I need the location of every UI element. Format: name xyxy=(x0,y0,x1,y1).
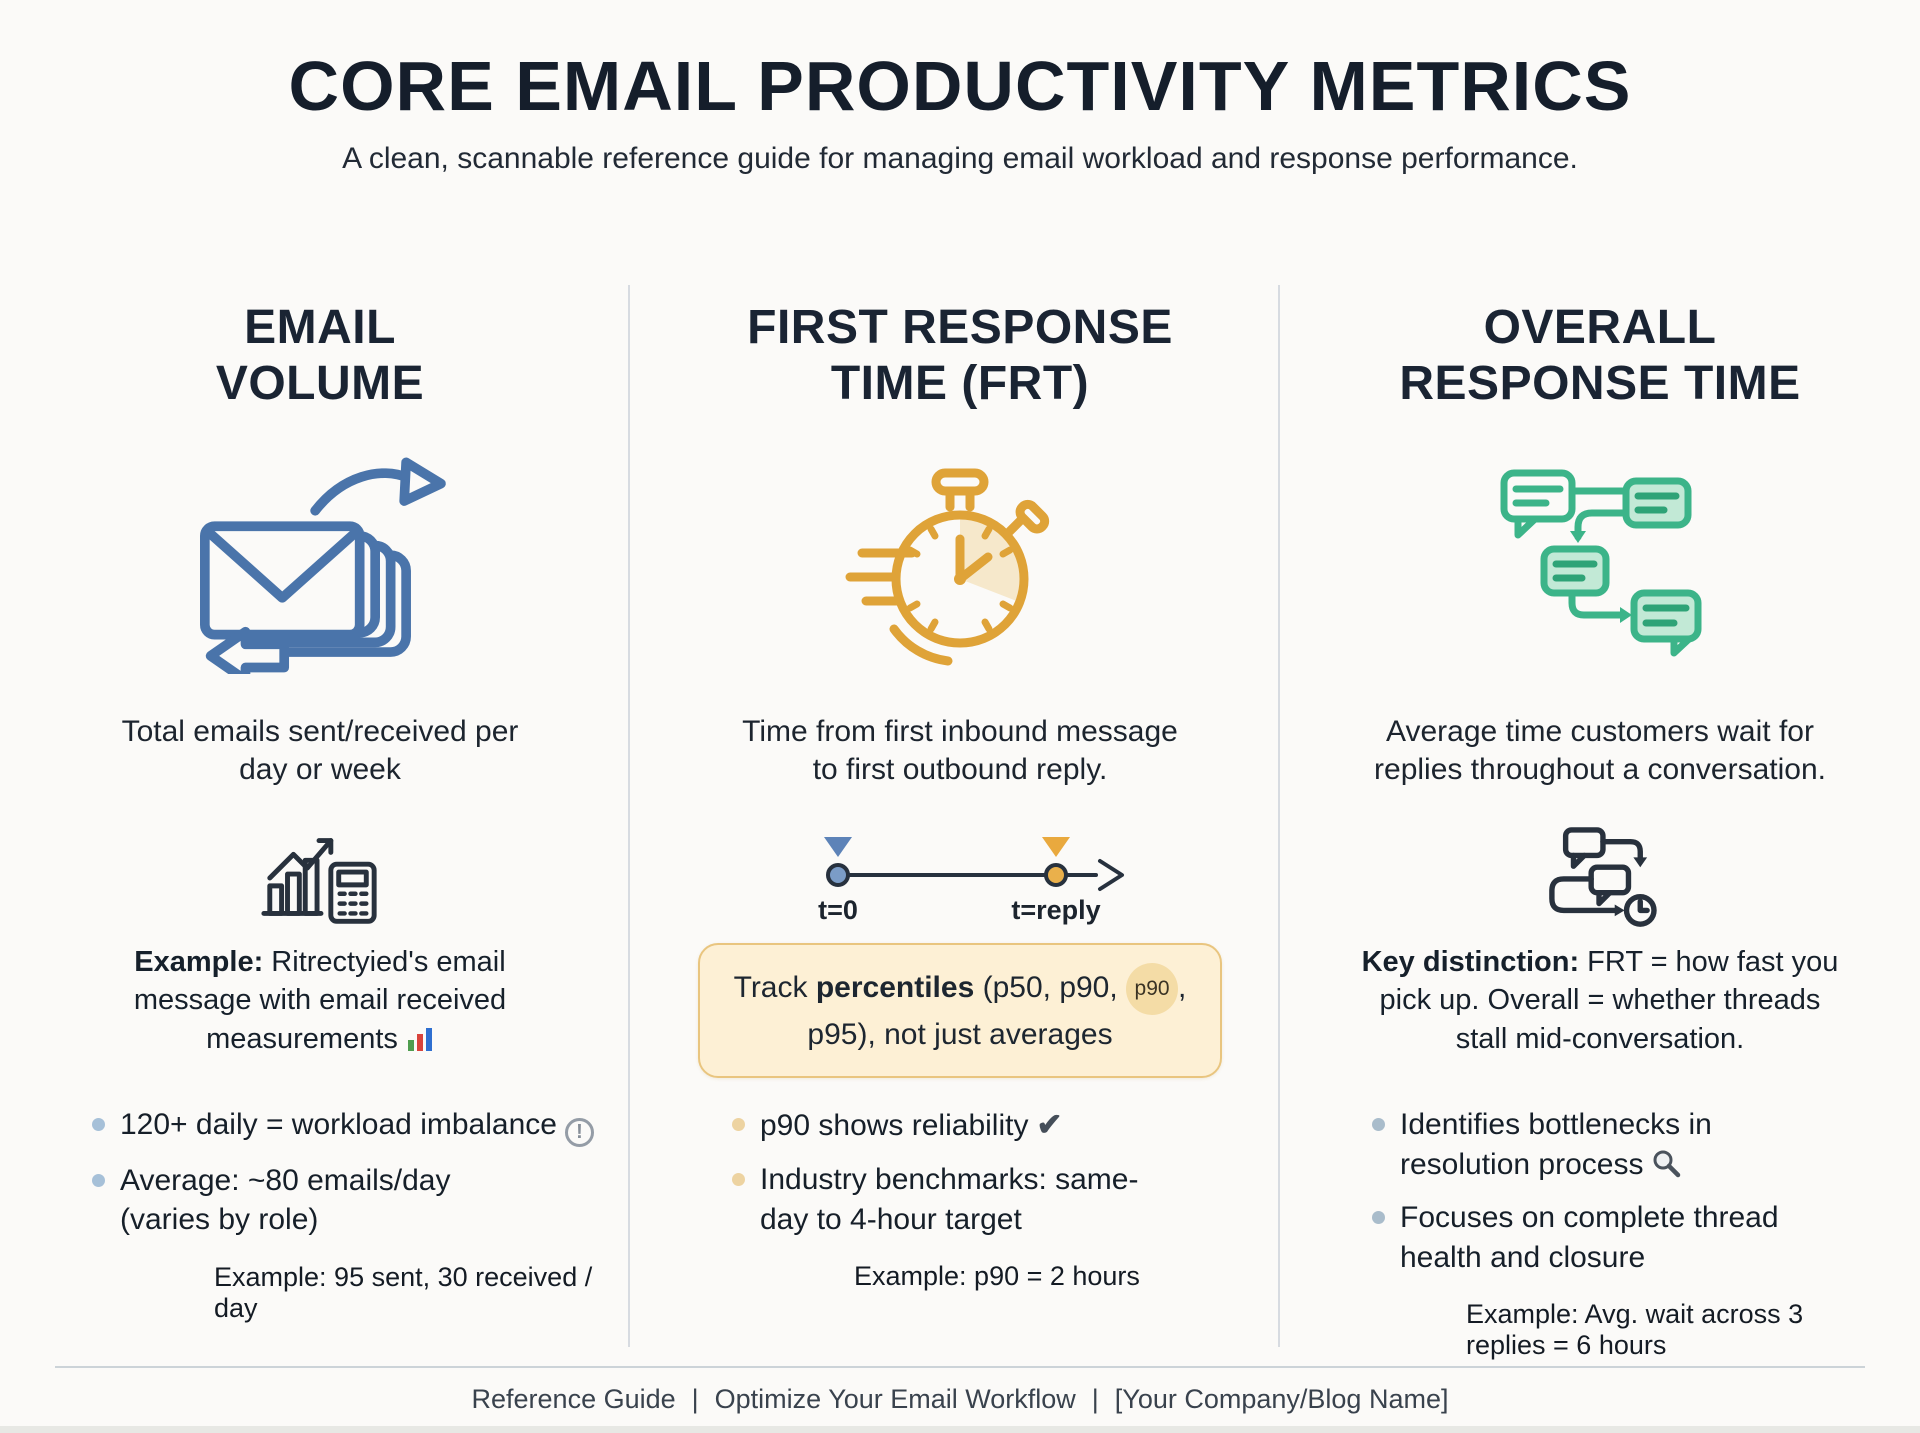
highlight-text: Track xyxy=(733,970,816,1004)
metric-description: Total emails sent/received per day or we… xyxy=(121,715,519,786)
example-note: Example: Avg. wait across 3 replies = 6 … xyxy=(1466,1299,1804,1361)
column-first-response-time: FIRST RESPONSE TIME (FRT) xyxy=(640,300,1280,1361)
bar-chart-calculator-icon xyxy=(261,838,377,924)
footer-divider xyxy=(55,1366,1865,1368)
key-distinction-lead: Key distinction: xyxy=(1361,946,1580,978)
column-overall-response-time: OVERALL RESPONSE TIME xyxy=(1280,300,1920,1361)
example-text: Ritrectyied's email message with email r… xyxy=(133,946,507,1055)
column-heading: OVERALL RESPONSE TIME xyxy=(1399,301,1801,410)
timeline-start-label: t=0 xyxy=(818,895,858,925)
bullet-text: Focuses on complete thread health and cl… xyxy=(1400,1201,1779,1274)
bullet-text: p90 shows reliability xyxy=(760,1109,1029,1142)
bullet-text: 120+ daily = workload imbalance xyxy=(120,1108,557,1141)
column-email-volume: EMAIL VOLUME Total xyxy=(0,300,640,1361)
bullet-dot-icon xyxy=(1372,1118,1385,1131)
example-note: Example: p90 = 2 hours xyxy=(854,1261,1140,1292)
column-divider xyxy=(1278,285,1280,1347)
footer-text: Reference Guide | Optimize Your Email Work… xyxy=(0,1384,1920,1415)
metric-description: Average time customers wait for replies … xyxy=(1374,715,1826,786)
bullet-dot-icon xyxy=(92,1118,105,1131)
frt-timeline-diagram: t=0 t=reply xyxy=(818,837,1124,925)
list-item: 120+ daily = workload imbalance! xyxy=(92,1105,610,1147)
highlight-text: (p50, p90, xyxy=(974,970,1127,1004)
bullet-dot-icon xyxy=(1372,1211,1385,1225)
column-divider xyxy=(628,285,630,1347)
warning-circle-icon: ! xyxy=(564,1117,594,1147)
list-item: Focuses on complete thread health and cl… xyxy=(1372,1198,1890,1277)
bullet-text: Industry benchmarks: same- day to 4-hour… xyxy=(760,1162,1139,1236)
bullet-list: Identifies bottlenecks in resolution pro… xyxy=(1372,1105,1890,1277)
bullet-list: 120+ daily = workload imbalance! Average… xyxy=(92,1105,610,1240)
footer-item: Optimize Your Email Workflow xyxy=(714,1384,1076,1414)
bullet-dot-icon xyxy=(732,1118,745,1131)
footer-separator: | xyxy=(691,1384,699,1414)
metric-description: Time from first inbound message to first… xyxy=(742,715,1178,786)
envelope-stack-icon xyxy=(200,457,446,674)
column-heading: EMAIL VOLUME xyxy=(215,301,425,410)
example-lead: Example: xyxy=(134,946,264,978)
inbound-marker-icon xyxy=(824,837,852,857)
columns-container: EMAIL VOLUME Total xyxy=(0,300,1920,1361)
bullet-text: Identifies bottlenecks in resolution pro… xyxy=(1400,1108,1712,1181)
highlight-text: , p95), not just averages xyxy=(807,970,1187,1051)
column-heading: FIRST RESPONSE TIME (FRT) xyxy=(747,301,1173,410)
bullet-list: p90 shows reliability ✔ Industry benchmar… xyxy=(732,1105,1250,1239)
bullet-dot-icon xyxy=(92,1173,105,1187)
bottom-edge-strip xyxy=(0,1426,1920,1433)
footer-item: [Your Company/Blog Name] xyxy=(1114,1384,1449,1414)
bullet-dot-icon xyxy=(732,1172,745,1186)
list-item: Industry benchmarks: same- day to 4-hour… xyxy=(732,1160,1250,1239)
page-title: CORE EMAIL PRODUCTIVITY METRICS xyxy=(288,47,1632,125)
key-distinction-paragraph: Key distinction: FRT = how fast you pick… xyxy=(1362,943,1839,1058)
example-paragraph: Example: Ritrectyied's email message wit… xyxy=(134,943,506,1058)
page-subtitle: A clean, scannable reference guide for m… xyxy=(342,142,1578,175)
bullet-text: Average: ~80 emails/day (varies by role) xyxy=(120,1163,451,1237)
page-footer: Reference Guide | Optimize Your Email Work… xyxy=(0,1366,1920,1415)
footer-item: Reference Guide xyxy=(471,1384,676,1414)
highlight-bold: percentiles xyxy=(815,970,975,1004)
page-header: CORE EMAIL PRODUCTIVITY METRICS A clean,… xyxy=(0,0,1920,176)
chat-bubbles-flow-icon xyxy=(1500,469,1701,657)
list-item: Identifies bottlenecks in resolution pro… xyxy=(1372,1105,1890,1184)
chat-bubbles-clock-icon xyxy=(1549,827,1657,927)
magnifier-icon xyxy=(1653,1150,1681,1177)
list-item: p90 shows reliability ✔ xyxy=(732,1105,1250,1146)
bar-chart-emoji-icon xyxy=(407,1027,432,1051)
list-item: Average: ~80 emails/day (varies by role) xyxy=(92,1161,610,1240)
example-note: Example: 95 sent, 30 received / day xyxy=(214,1261,593,1323)
p90-badge: p90 xyxy=(1126,963,1179,1015)
footer-separator: | xyxy=(1091,1384,1099,1414)
percentile-highlight-box: Track percentiles (p50, p90, p90, p95), … xyxy=(697,943,1223,1078)
reply-marker-icon xyxy=(1042,837,1070,857)
check-icon: ✔ xyxy=(1036,1107,1063,1142)
key-distinction-text: FRT = how fast you pick up. Overall = wh… xyxy=(1379,946,1839,1055)
timeline-end-label: t=reply xyxy=(1011,895,1100,925)
stopwatch-icon xyxy=(845,468,1050,666)
